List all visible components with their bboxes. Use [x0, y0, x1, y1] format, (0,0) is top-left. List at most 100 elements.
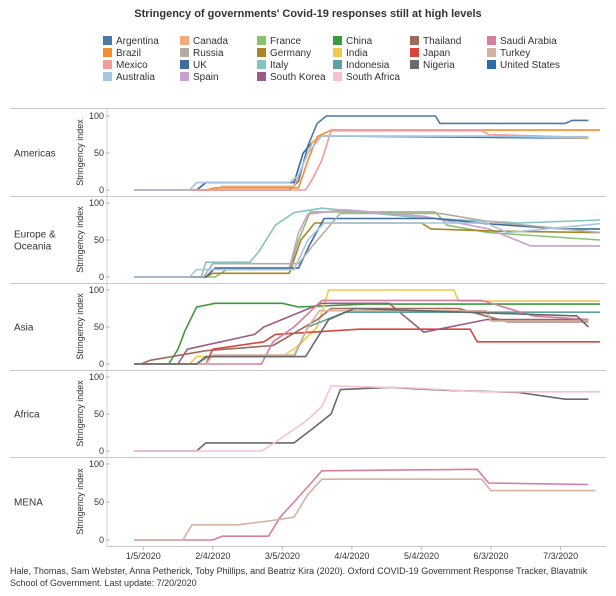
y-tick-label: 0 — [99, 359, 104, 369]
x-tick-label: 3/5/2020 — [265, 551, 300, 561]
series-line-nigeria — [134, 386, 589, 452]
legend-swatch — [180, 72, 189, 81]
legend-label: United States — [500, 60, 561, 71]
legend-swatch — [103, 72, 112, 81]
legend-item-united-states: United States — [487, 60, 560, 72]
source-note: Hale, Thomas, Sam Webster, Anna Petheric… — [10, 566, 588, 588]
panel-label: Europe & — [14, 230, 56, 241]
x-tick-label: 4/4/2020 — [334, 551, 369, 561]
legend-swatch — [333, 60, 342, 69]
y-tick-label: 0 — [99, 272, 104, 282]
legend-item-russia: Russia — [180, 48, 224, 60]
legend-swatch — [257, 36, 266, 45]
y-tick-label: 50 — [94, 235, 104, 245]
y-tick-label: 100 — [89, 372, 104, 382]
legend-label: Canada — [193, 36, 229, 47]
legend-item-mexico: Mexico — [103, 60, 148, 72]
legend-item-australia: Australia — [103, 72, 155, 84]
legend-item-south-korea: South Korea — [257, 72, 326, 84]
series-line-mexico — [134, 130, 589, 191]
panel-label: Americas — [14, 149, 56, 160]
y-tick-label: 0 — [99, 446, 104, 456]
series-line-saudi-arabia — [134, 468, 589, 541]
series-line-thailand — [134, 307, 589, 365]
legend-item-india: India — [333, 48, 368, 60]
series-line-south-korea — [134, 302, 589, 365]
legend-label: Nigeria — [423, 60, 455, 71]
legend-item-saudi-arabia: Saudi Arabia — [487, 36, 557, 48]
series-line-australia — [134, 135, 589, 191]
legend-item-canada: Canada — [180, 36, 228, 48]
y-axis-label: Stringency index — [75, 380, 85, 447]
series-line-japan — [134, 328, 600, 365]
legend-item-indonesia: Indonesia — [333, 60, 389, 72]
legend-swatch — [180, 60, 189, 69]
series-line-germany — [134, 222, 601, 278]
legend-label: Germany — [270, 48, 312, 59]
x-tick-label: 1/5/2020 — [126, 551, 161, 561]
x-tick-label: 6/3/2020 — [474, 551, 509, 561]
legend-swatch — [180, 36, 189, 45]
legend-label: Japan — [423, 48, 451, 59]
legend-swatch — [410, 48, 419, 57]
legend-label: Mexico — [116, 60, 148, 71]
panel-label: Africa — [14, 410, 40, 421]
y-tick-label: 100 — [89, 459, 104, 469]
x-tick-label: 7/3/2020 — [543, 551, 578, 561]
legend-item-japan: Japan — [410, 48, 450, 60]
y-tick-label: 100 — [89, 285, 104, 295]
legend-item-china: China — [333, 36, 372, 48]
y-tick-label: 100 — [89, 198, 104, 208]
legend-swatch — [103, 60, 112, 69]
legend-swatch — [333, 48, 342, 57]
legend-swatch — [257, 48, 266, 57]
legend-item-nigeria: Nigeria — [410, 60, 455, 72]
legend-label: Russia — [193, 48, 224, 59]
legend-label: Argentina — [116, 36, 159, 47]
y-tick-label: 0 — [99, 535, 104, 545]
legend-label: China — [346, 36, 373, 47]
y-tick-label: 0 — [99, 185, 104, 195]
legend-item-spain: Spain — [180, 72, 219, 84]
series-line-nigeria — [134, 307, 589, 365]
legend-label: France — [270, 36, 302, 47]
legend-item-italy: Italy — [257, 60, 288, 72]
legend-label: UK — [193, 60, 207, 71]
legend-label: Spain — [193, 72, 219, 83]
legend-label: Thailand — [423, 36, 462, 47]
x-tick-label: 5/4/2020 — [404, 551, 439, 561]
legend-item-turkey: Turkey — [487, 48, 530, 60]
legend-swatch — [487, 48, 496, 57]
legend-label: Australia — [116, 72, 155, 83]
series-line-brazil — [134, 129, 600, 191]
legend-label: India — [346, 48, 368, 59]
y-axis-label: Stringency index — [75, 293, 85, 360]
chart-title: Stringency of governments' Covid-19 resp… — [134, 8, 482, 20]
legend-swatch — [333, 36, 342, 45]
legend-swatch — [103, 48, 112, 57]
legend-item-brazil: Brazil — [103, 48, 141, 60]
panel-label: MENA — [14, 498, 43, 509]
series-line-italy — [134, 207, 601, 278]
legend-swatch — [487, 60, 496, 69]
panel-label: Asia — [14, 323, 34, 334]
legend-label: Saudi Arabia — [500, 36, 557, 47]
legend-swatch — [257, 72, 266, 81]
y-tick-label: 100 — [89, 111, 104, 121]
legend-item-france: France — [257, 36, 301, 48]
y-tick-label: 50 — [94, 322, 104, 332]
y-axis-label: Stringency index — [75, 119, 85, 186]
series-line-india — [134, 289, 600, 365]
legend-swatch — [333, 72, 342, 81]
panel-label: Oceania — [14, 242, 52, 253]
y-tick-label: 50 — [94, 409, 104, 419]
legend-label: Brazil — [116, 48, 142, 59]
legend-item-germany: Germany — [257, 48, 311, 60]
legend-swatch — [410, 36, 419, 45]
legend-swatch — [487, 36, 496, 45]
legend-item-uk: UK — [180, 60, 207, 72]
series-line-south-africa — [134, 385, 600, 452]
y-axis-label: Stringency index — [75, 206, 85, 273]
legend-label: South Africa — [346, 72, 400, 83]
